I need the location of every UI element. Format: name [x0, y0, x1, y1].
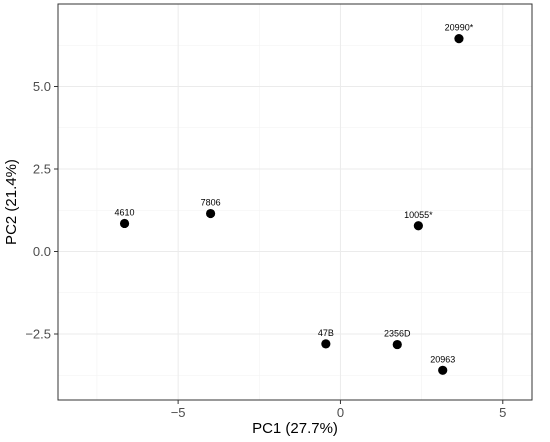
data-point	[413, 221, 423, 231]
data-point-label: 7806	[201, 198, 221, 208]
data-point-label: 20963	[430, 354, 455, 364]
x-tick-label: −5	[171, 405, 186, 420]
data-point	[438, 365, 448, 375]
data-point	[321, 339, 331, 349]
y-tick-label: 5.0	[33, 79, 51, 94]
major-gridlines	[58, 4, 532, 400]
x-axis-title: PC1 (27.7%)	[252, 420, 338, 437]
data-point-label: 4610	[115, 207, 135, 217]
y-axis-title: PC2 (21.4%)	[3, 159, 20, 245]
y-tick-label: −2.5	[25, 327, 51, 342]
data-point	[454, 34, 464, 44]
x-tick-label: 0	[337, 405, 344, 420]
y-tick-label: 0.0	[33, 244, 51, 259]
data-point-label: 20990*	[445, 23, 474, 33]
plot-background	[58, 4, 532, 400]
x-axis-ticks: −5 0 5	[171, 400, 506, 420]
minor-gridlines	[58, 4, 532, 400]
x-tick-label: 5	[499, 405, 506, 420]
data-points: 4610 7806 20990* 10055* 47B 2356D 20963	[115, 23, 474, 375]
data-point	[392, 339, 402, 350]
data-point-label: 2356D	[384, 329, 411, 339]
y-tick-label: 2.5	[33, 162, 51, 177]
data-point	[205, 208, 216, 219]
data-point	[119, 218, 130, 229]
data-point-label: 10055*	[404, 210, 433, 220]
plot-border	[57, 3, 533, 401]
data-point-label: 47B	[318, 328, 334, 338]
y-axis-ticks: −2.5 0.0 2.5 5.0	[25, 79, 58, 342]
